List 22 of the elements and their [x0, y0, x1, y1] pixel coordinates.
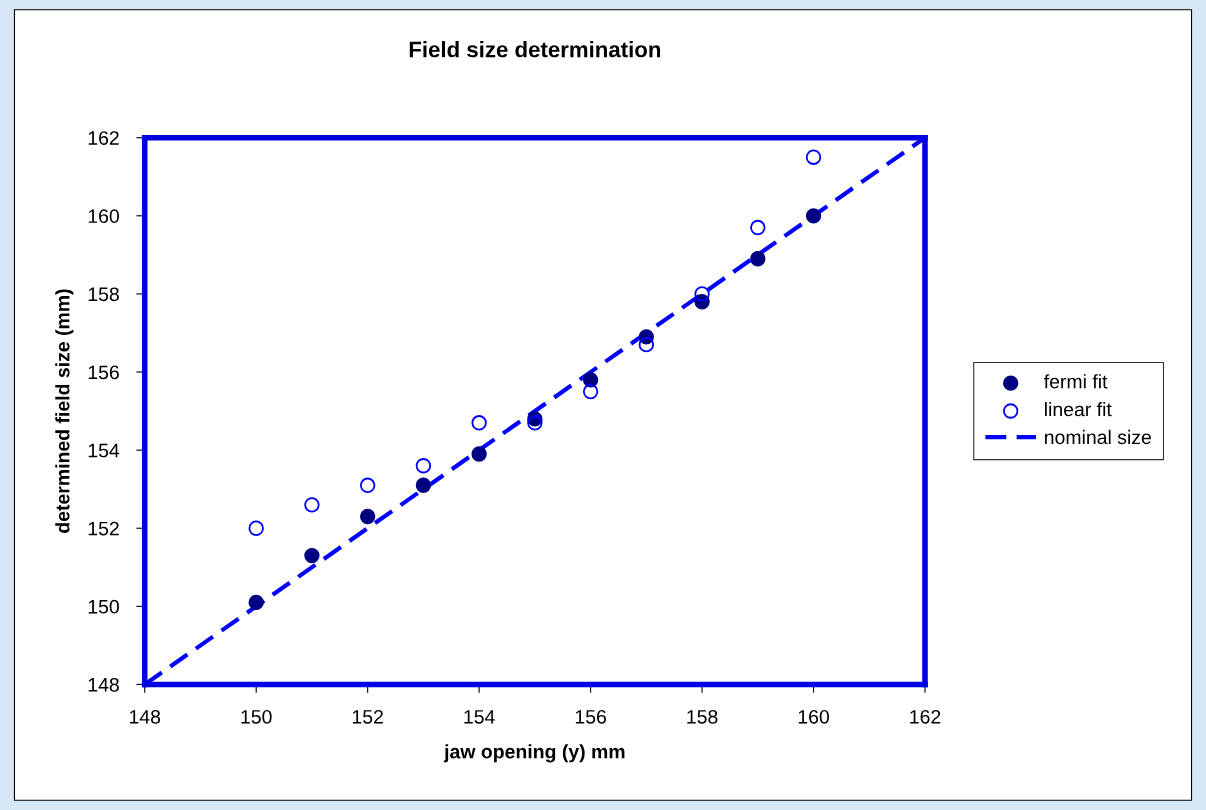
y-tick-label: 160: [88, 209, 119, 224]
y-tick-label: 156: [88, 365, 119, 380]
x-tick-label: 156: [575, 709, 606, 724]
x-axis-title: jaw opening (y) mm: [443, 744, 625, 763]
x-tick-label: 160: [798, 709, 829, 724]
y-tick-label: 162: [88, 131, 119, 145]
x-tick-label: 154: [464, 710, 495, 724]
y-tick-label: 158: [88, 287, 119, 302]
y-tick-label: 150: [88, 599, 119, 614]
x-tick-label: 152: [352, 709, 383, 724]
y-tick-label: 148: [88, 677, 119, 692]
x-tick-label: 150: [241, 709, 272, 724]
y-tick-label: 152: [88, 521, 119, 536]
chart-title: Field size determination: [409, 41, 661, 58]
y-axis-title: determined field size (mm): [55, 289, 74, 533]
x-tick-label: 158: [687, 709, 718, 724]
y-tick-label: 154: [88, 443, 120, 458]
legend-label: fermi fit: [1044, 374, 1108, 389]
legend-label: nominal size: [1045, 429, 1151, 445]
x-tick-label: 162: [910, 709, 941, 724]
x-tick-label: 148: [129, 709, 161, 724]
legend-label: linear fit: [1045, 402, 1112, 417]
